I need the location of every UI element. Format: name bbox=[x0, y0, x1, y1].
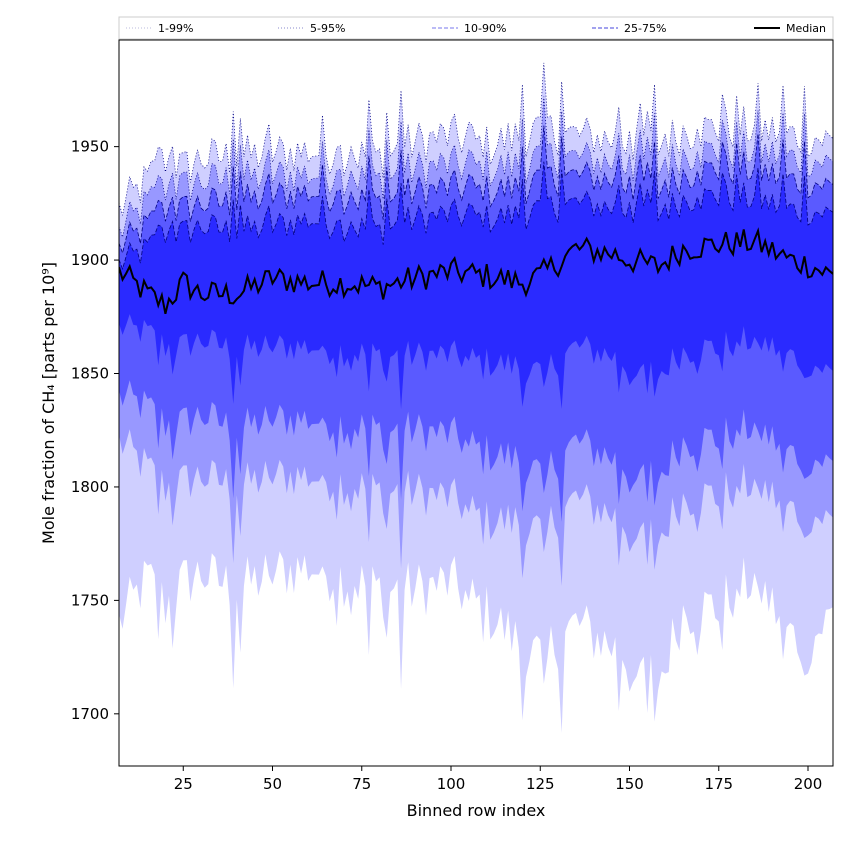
y-tick-label-1900: 1900 bbox=[71, 251, 109, 269]
x-tick-label-150: 150 bbox=[615, 775, 644, 793]
y-tick-label-1850: 1850 bbox=[71, 365, 109, 383]
x-axis-label: Binned row index bbox=[407, 801, 546, 820]
x-tick-label-200: 200 bbox=[794, 775, 823, 793]
band-layer bbox=[119, 62, 833, 734]
legend: 1-99% 5-95% 10-90% 25-75% Median bbox=[118, 16, 834, 40]
y-tick-label-1950: 1950 bbox=[71, 138, 109, 156]
legend-label-3: 25-75% bbox=[624, 22, 666, 35]
x-tick-label-100: 100 bbox=[437, 775, 466, 793]
plot-frame bbox=[118, 39, 834, 767]
legend-label-0: 1-99% bbox=[158, 22, 193, 35]
x-tick-label-50: 50 bbox=[263, 775, 282, 793]
band-25-75-upper-edge bbox=[119, 161, 833, 271]
x-tick-label-175: 175 bbox=[704, 775, 733, 793]
legend-label-2: 10-90% bbox=[464, 22, 506, 35]
band-10-90-upper-edge bbox=[119, 125, 833, 255]
y-tick-label-1800: 1800 bbox=[71, 478, 109, 496]
legend-label-1: 5-95% bbox=[310, 22, 345, 35]
y-axis-ticks: 1700 1750 1800 1850 1900 1950 bbox=[71, 138, 119, 723]
legend-label-4: Median bbox=[786, 22, 826, 35]
x-tick-label-75: 75 bbox=[352, 775, 371, 793]
median-line bbox=[119, 227, 833, 315]
median-layer bbox=[119, 227, 833, 315]
legend-box bbox=[118, 16, 834, 40]
y-axis-label: Mole fraction of CH₄ [parts per 10⁹] bbox=[39, 262, 58, 544]
band-1-99-upper-edge bbox=[119, 62, 833, 216]
y-tick-label-1750: 1750 bbox=[71, 591, 109, 609]
y-tick-label-1700: 1700 bbox=[71, 705, 109, 723]
x-tick-label-25: 25 bbox=[174, 775, 193, 793]
x-tick-label-125: 125 bbox=[526, 775, 555, 793]
band-25-75-fill bbox=[119, 161, 833, 410]
x-axis-ticks: 25 50 75 100 125 150 175 200 bbox=[174, 766, 823, 793]
